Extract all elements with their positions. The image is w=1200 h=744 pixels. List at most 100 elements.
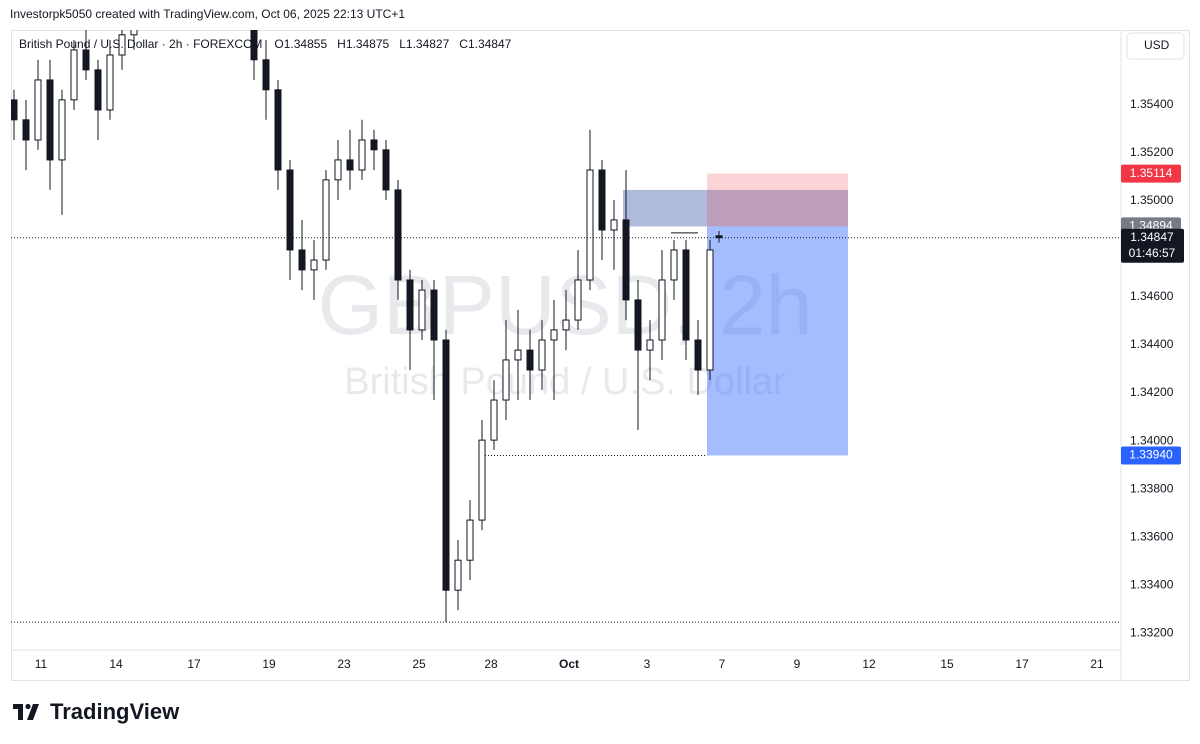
legend-ohlc-label: O bbox=[274, 37, 283, 51]
logo-dot bbox=[25, 703, 31, 710]
candle-body bbox=[562, 319, 570, 331]
candle-body bbox=[646, 339, 654, 351]
x-tick-label: 25 bbox=[412, 657, 426, 671]
y-tick-label: 1.35200 bbox=[1130, 145, 1174, 159]
target-badge bbox=[1121, 446, 1181, 465]
legend-ohlc-value: 1.34875 bbox=[346, 37, 390, 51]
candle-body bbox=[22, 119, 30, 141]
candle-body bbox=[250, 30, 258, 61]
candle-body bbox=[322, 179, 330, 261]
candle-body bbox=[286, 169, 294, 251]
countdown: 01:46:57 bbox=[1129, 246, 1176, 260]
candle-body bbox=[70, 49, 78, 101]
legend-ohlc-value: 1.34847 bbox=[468, 37, 512, 51]
y-tick-label: 1.33600 bbox=[1130, 529, 1174, 543]
legend-ohlc-label: H bbox=[337, 37, 346, 51]
x-tick-label: 7 bbox=[719, 657, 726, 671]
candle-body bbox=[106, 54, 114, 111]
candle-body bbox=[118, 34, 126, 56]
candle-body bbox=[502, 359, 510, 401]
x-tick-label: Oct bbox=[559, 657, 579, 671]
x-tick-label: 23 bbox=[337, 657, 351, 671]
candle-body bbox=[634, 299, 642, 351]
candle-body bbox=[382, 149, 390, 191]
x-tick-label: 28 bbox=[484, 657, 498, 671]
candle-body bbox=[418, 289, 426, 331]
candle-body bbox=[658, 279, 666, 341]
candle-body bbox=[358, 139, 366, 171]
candle-body bbox=[310, 259, 318, 271]
candle-body bbox=[586, 169, 594, 281]
currency-button[interactable] bbox=[1126, 32, 1185, 60]
y-tick-label: 1.33800 bbox=[1130, 481, 1174, 495]
legend-ohlc-label: L bbox=[399, 37, 406, 51]
stop-label: 1.35114 bbox=[1130, 166, 1173, 180]
currency-label[interactable]: USD bbox=[1144, 38, 1170, 52]
stop-zone bbox=[707, 173, 848, 227]
legend-ohlc-label: C bbox=[459, 37, 468, 51]
logo-shape bbox=[27, 704, 39, 720]
last-price-badge bbox=[1121, 228, 1184, 263]
candle-body bbox=[298, 249, 306, 271]
candle-body bbox=[694, 339, 702, 371]
candle-body bbox=[682, 249, 690, 341]
stop-badge bbox=[1121, 164, 1181, 183]
candle-body bbox=[34, 79, 42, 141]
x-tick-label: 15 bbox=[940, 657, 954, 671]
x-tick-label: 12 bbox=[862, 657, 876, 671]
candle-body bbox=[406, 279, 414, 331]
candle-body bbox=[526, 349, 534, 371]
candle-body bbox=[334, 159, 342, 181]
last-price-label: 1.34847 bbox=[1130, 230, 1174, 244]
y-tick-label: 1.35400 bbox=[1130, 97, 1174, 111]
candle-body bbox=[430, 289, 438, 341]
candle-body bbox=[670, 249, 678, 281]
y-tick-label: 1.35000 bbox=[1130, 193, 1174, 207]
candle-body bbox=[346, 159, 354, 171]
chart-frame bbox=[11, 30, 1190, 681]
target-label: 1.33940 bbox=[1129, 448, 1173, 462]
logo-text: TradingView bbox=[50, 699, 180, 724]
y-tick-label: 1.33200 bbox=[1130, 625, 1174, 639]
x-tick-label: 17 bbox=[187, 657, 201, 671]
x-tick-label: 17 bbox=[1015, 657, 1029, 671]
candle-body bbox=[598, 169, 606, 231]
plot-area bbox=[11, 30, 1121, 623]
x-tick-label: 14 bbox=[109, 657, 123, 671]
logo-shape bbox=[13, 704, 23, 720]
candle-body bbox=[94, 69, 102, 111]
x-tick-label: 11 bbox=[35, 657, 48, 671]
candle-body bbox=[514, 349, 522, 361]
candle-body bbox=[490, 399, 498, 441]
x-tick-label: 9 bbox=[794, 657, 801, 671]
candle-body bbox=[574, 279, 582, 321]
candle-body bbox=[394, 189, 402, 281]
candle-body bbox=[46, 79, 54, 161]
candle-body bbox=[454, 559, 462, 591]
candle-body bbox=[610, 219, 618, 231]
logo-icon bbox=[13, 703, 39, 720]
legend: British Pound / U.S. Dollar · 2h · FOREX… bbox=[19, 37, 512, 51]
y-tick-label: 1.34000 bbox=[1130, 433, 1174, 447]
y-tick-label: 1.34400 bbox=[1130, 337, 1174, 351]
candle-body bbox=[262, 59, 270, 91]
y-tick-label: 1.34200 bbox=[1130, 385, 1174, 399]
candle-body bbox=[478, 439, 486, 521]
legend-symbol: British Pound / U.S. Dollar · 2h · FOREX… bbox=[19, 37, 262, 51]
candle-body bbox=[622, 219, 630, 301]
target-zone bbox=[707, 226, 848, 456]
candle-body bbox=[550, 329, 558, 341]
legend-ohlc-value: 1.34827 bbox=[406, 37, 450, 51]
candle-body bbox=[274, 89, 282, 171]
x-tick-label: 3 bbox=[644, 657, 651, 671]
attribution: Investorpk5050 created with TradingView.… bbox=[10, 7, 405, 21]
candle-body bbox=[706, 249, 714, 371]
candle-body bbox=[370, 139, 378, 151]
x-tick-label: 21 bbox=[1090, 657, 1104, 671]
candle-body bbox=[58, 99, 66, 161]
candle-body bbox=[466, 519, 474, 561]
zone bbox=[623, 189, 848, 227]
